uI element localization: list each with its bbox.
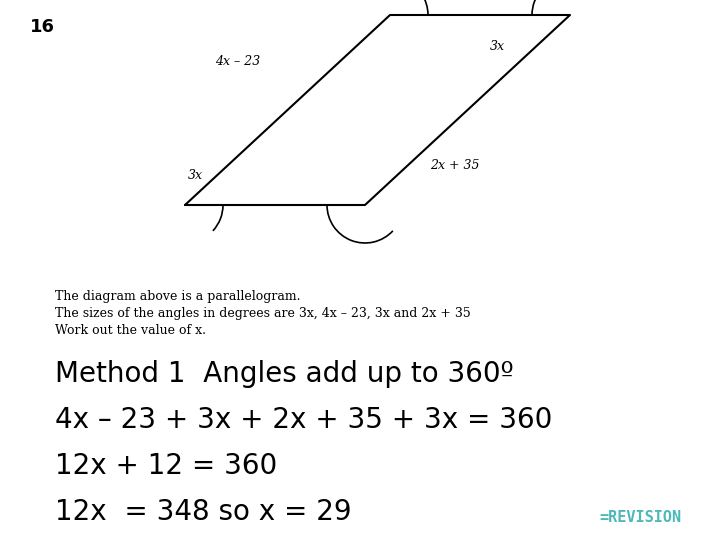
Text: =REVISION: =REVISION <box>599 510 681 525</box>
Text: The diagram above is a parallelogram.: The diagram above is a parallelogram. <box>55 290 300 303</box>
Text: The sizes of the angles in degrees are 3x, 4x – 23, 3x and 2x + 35: The sizes of the angles in degrees are 3… <box>55 307 471 320</box>
Text: 4x – 23: 4x – 23 <box>215 55 260 68</box>
Text: 12x + 12 = 360: 12x + 12 = 360 <box>55 452 277 480</box>
Text: 2x + 35: 2x + 35 <box>430 159 480 172</box>
Text: 3x: 3x <box>490 40 505 53</box>
Text: 4x – 23 + 3x + 2x + 35 + 3x = 360: 4x – 23 + 3x + 2x + 35 + 3x = 360 <box>55 406 552 434</box>
Text: Method 1  Angles add up to 360º: Method 1 Angles add up to 360º <box>55 360 514 388</box>
Text: Work out the value of x.: Work out the value of x. <box>55 324 206 337</box>
Text: 3x: 3x <box>188 169 203 182</box>
Text: 12x  = 348 so x = 29: 12x = 348 so x = 29 <box>55 498 351 526</box>
Text: 16: 16 <box>30 18 55 36</box>
